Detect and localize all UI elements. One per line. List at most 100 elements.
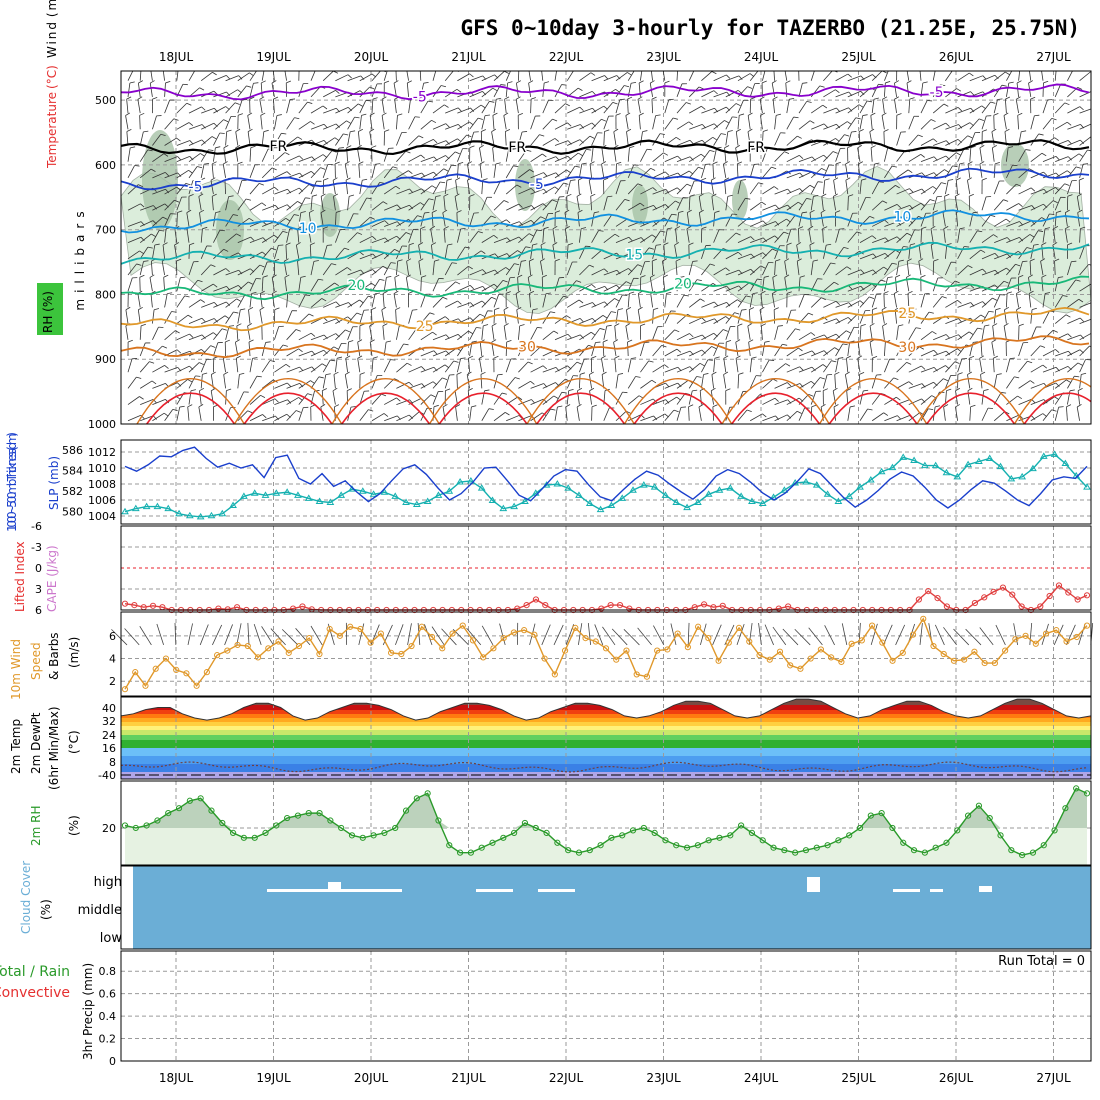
- wind-barb-flag: [1043, 171, 1048, 176]
- wind-barb-flag: [824, 178, 830, 181]
- wind-barb: [137, 99, 141, 114]
- wind-barb: [603, 298, 615, 308]
- wind-barb-flag: [906, 362, 912, 365]
- wind-barb-flag: [1042, 413, 1048, 417]
- wind-barb-flag: [361, 113, 367, 116]
- wind-barb: [1030, 382, 1044, 389]
- wind-barb-flag: [553, 395, 559, 399]
- wind-barb: [150, 293, 153, 308]
- wind-barb: [493, 181, 501, 195]
- wind-barb: [896, 169, 909, 179]
- wind-barb: [845, 163, 849, 178]
- wind10m-barb: [870, 623, 878, 646]
- wind-barb: [235, 131, 239, 146]
- wind-barb: [1054, 102, 1066, 114]
- wind-barb: [528, 261, 531, 276]
- wind-barb: [310, 140, 325, 146]
- wind-barb-flag: [640, 202, 645, 207]
- wind-barb: [981, 101, 991, 114]
- wind-barb: [1006, 250, 1019, 260]
- rh2m-series-point: [878, 810, 885, 817]
- wind-barb-flag: [648, 360, 654, 363]
- wind-barb-flag: [1041, 242, 1047, 246]
- wind-barb-flag: [344, 247, 350, 251]
- isotherm-label: -5: [413, 90, 427, 106]
- wind-barb: [457, 163, 459, 178]
- wind-barb: [676, 295, 685, 308]
- wind-barb: [444, 374, 450, 389]
- wind-barb: [1018, 205, 1032, 211]
- wind-barb: [957, 107, 971, 114]
- wind10m-speed-series-point: [705, 635, 712, 642]
- wind-barb-flag: [957, 107, 963, 112]
- wind-unit: (m/s): [67, 637, 81, 668]
- temp-tick-label: 40: [102, 702, 116, 715]
- wind-barb: [432, 155, 446, 163]
- wind-barb: [139, 380, 153, 389]
- wind-barb: [857, 147, 861, 162]
- wind-barb-flag: [500, 84, 506, 86]
- wind-barb: [601, 358, 605, 373]
- wind-barb-flag: [955, 404, 960, 408]
- wind-barb: [518, 233, 530, 243]
- wind-barb-flag: [860, 269, 865, 274]
- rh-high-area: [125, 788, 1087, 828]
- wind-barb: [615, 99, 621, 114]
- rh2m-series-point: [489, 839, 496, 846]
- wind-barb-flag: [617, 373, 624, 375]
- wind-barb-flag: [408, 242, 414, 246]
- wind-barb-flag: [723, 355, 729, 359]
- rh2m-series-point: [716, 834, 723, 841]
- wind-barb-flag: [282, 230, 288, 234]
- wind-barb: [676, 379, 689, 389]
- wind-barb: [1067, 139, 1081, 146]
- wind-barb: [676, 183, 688, 195]
- wind-barb: [823, 281, 835, 292]
- wind-barb-flag: [418, 258, 424, 262]
- wind-barb: [213, 132, 221, 146]
- wind-barb: [262, 204, 276, 211]
- wind-barb-flag: [845, 161, 851, 165]
- wind-barb-flag: [440, 181, 446, 184]
- wind-barb-flag: [907, 169, 913, 174]
- cloud-gap: [328, 882, 341, 892]
- wind-barb-flag: [725, 388, 731, 391]
- wind-barb: [945, 348, 958, 357]
- wind-barb: [152, 244, 156, 259]
- wind-barb: [467, 180, 470, 195]
- wind10m-speed-series-point: [920, 615, 927, 622]
- wind-barb: [747, 115, 751, 130]
- hot-loop: [146, 392, 236, 424]
- wind-barb: [713, 316, 726, 324]
- wind-barb: [530, 203, 544, 211]
- wind-barb-flag: [294, 117, 300, 120]
- wind-barb-flag: [125, 112, 131, 116]
- wind-barb: [259, 293, 263, 308]
- wind-barb-flag: [846, 355, 852, 359]
- wind-barb: [1030, 115, 1035, 130]
- wind-barb-flag: [397, 259, 403, 262]
- wind-barb-flag: [969, 72, 974, 77]
- wind-barb: [139, 149, 149, 162]
- wind-barb: [381, 99, 385, 114]
- wind-barb-flag: [384, 80, 390, 84]
- wind-barb-flag: [350, 130, 356, 133]
- wind-barb-flag: [322, 105, 328, 110]
- wind-barb-flag: [833, 177, 839, 181]
- wind-barb: [139, 246, 149, 260]
- wind-barb: [920, 186, 933, 195]
- wind-barb-flag: [442, 296, 448, 300]
- wind-barb: [627, 71, 635, 81]
- wind-barb-flag: [171, 311, 177, 313]
- wind-barb: [408, 154, 422, 163]
- wind-barb-flag: [1034, 114, 1040, 117]
- wind-barb: [835, 358, 839, 373]
- isotherm-label: -5: [530, 177, 544, 193]
- wind-barb: [213, 328, 223, 341]
- wind-barb: [896, 132, 902, 146]
- wind-barb-flag: [664, 80, 670, 84]
- wind-barb-flag: [417, 215, 423, 218]
- wind-barb: [698, 196, 702, 211]
- wind-barb: [1042, 329, 1054, 341]
- wind-barb: [431, 244, 434, 259]
